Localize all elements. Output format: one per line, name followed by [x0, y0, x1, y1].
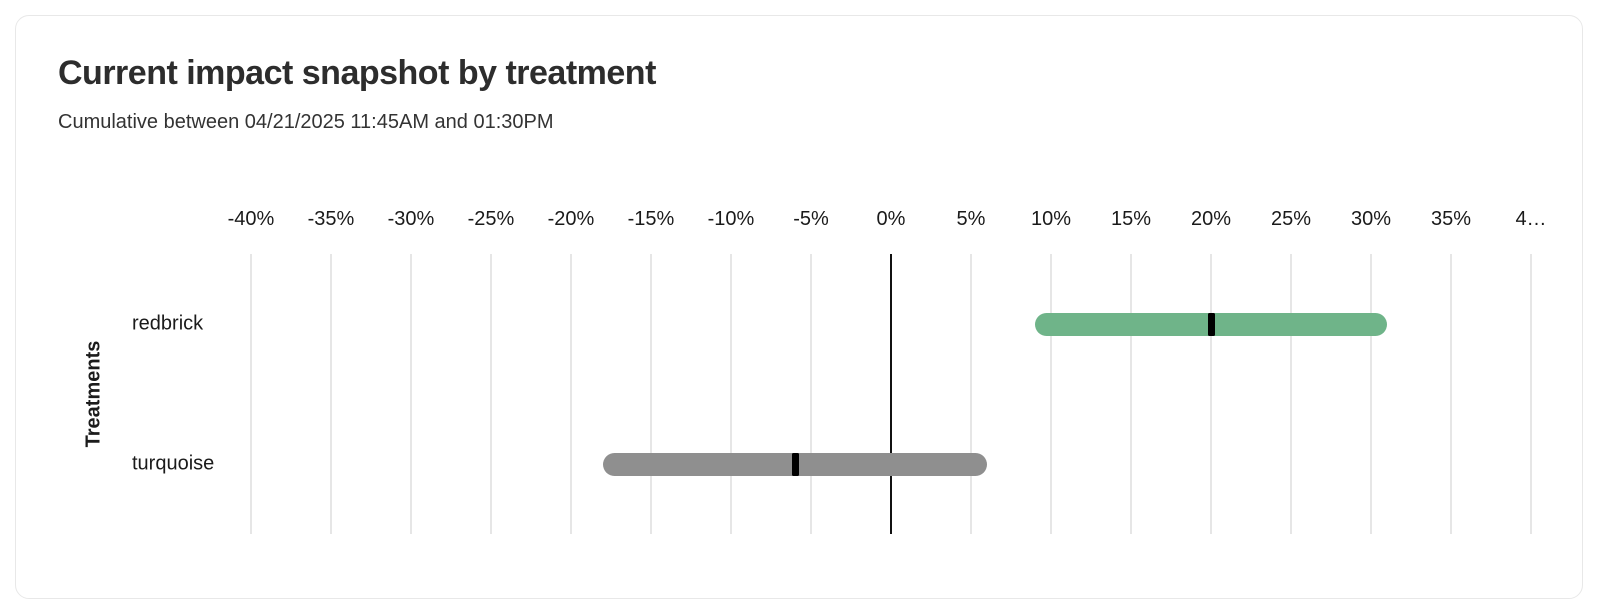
gridline: [970, 254, 972, 534]
x-tick-label: -25%: [467, 208, 515, 230]
gridline: [810, 254, 812, 534]
estimate-marker-turquoise: [791, 452, 799, 476]
gridline: [1290, 254, 1292, 534]
impact-snapshot-card: Current impact snapshot by treatment Cum…: [15, 15, 1583, 599]
gridline: [1210, 254, 1212, 534]
x-tick-label: 15%: [1110, 208, 1152, 230]
x-tick-label: 4…: [1515, 208, 1547, 230]
chart-subtitle: Cumulative between 04/21/2025 11:45AM an…: [58, 111, 554, 133]
chart-title: Current impact snapshot by treatment: [58, 54, 656, 92]
gridline: [650, 254, 652, 534]
gridline: [250, 254, 252, 534]
gridline: [1130, 254, 1132, 534]
x-tick-label: 30%: [1350, 208, 1392, 230]
estimate-marker-redbrick: [1207, 312, 1215, 336]
zero-axis-line: [890, 254, 892, 534]
gridline: [330, 254, 332, 534]
x-tick-label: -5%: [793, 208, 829, 230]
ci-bar-redbrick[interactable]: [1035, 312, 1387, 336]
x-tick-label: 35%: [1430, 208, 1472, 230]
x-tick-label: -15%: [627, 208, 675, 230]
x-tick-label: 10%: [1030, 208, 1072, 230]
gridline: [730, 254, 732, 534]
gridline: [410, 254, 412, 534]
gridline: [570, 254, 572, 534]
x-tick-label: -20%: [547, 208, 595, 230]
x-tick-label: -10%: [707, 208, 755, 230]
gridline: [490, 254, 492, 534]
x-tick-label: -40%: [227, 208, 275, 230]
gridline: [1370, 254, 1372, 534]
gridline: [1050, 254, 1052, 534]
gridline: [1450, 254, 1452, 534]
y-axis-title: Treatments: [82, 340, 105, 448]
x-tick-label: 5%: [956, 208, 986, 230]
x-tick-label: -35%: [307, 208, 355, 230]
x-tick-label: -30%: [387, 208, 435, 230]
ci-bar-turquoise[interactable]: [603, 452, 987, 476]
x-tick-label: 20%: [1190, 208, 1232, 230]
gridline: [1530, 254, 1532, 534]
category-label-turquoise: turquoise: [132, 452, 215, 475]
x-tick-label: 0%: [876, 208, 906, 230]
x-tick-label: 25%: [1270, 208, 1312, 230]
category-label-redbrick: redbrick: [132, 312, 204, 335]
